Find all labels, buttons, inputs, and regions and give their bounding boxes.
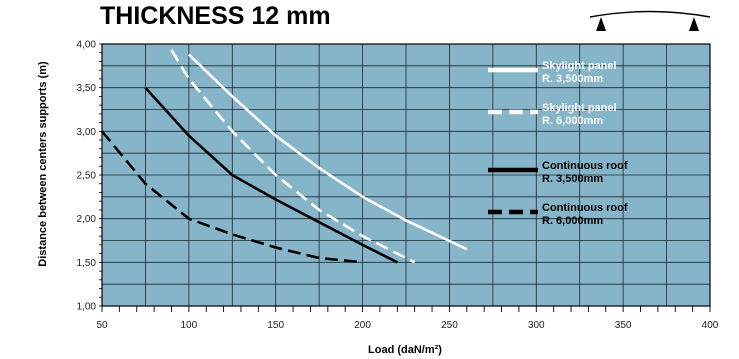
legend-label-3: Continuous roof: [542, 160, 628, 172]
series-line-2: [170, 49, 416, 264]
series-layer: [100, 49, 468, 264]
x-tick-label: 250: [441, 320, 458, 331]
y-tick-label: 3,50: [77, 83, 97, 94]
x-tick-label: 100: [181, 320, 198, 331]
x-tick-label: 150: [267, 320, 284, 331]
y-axis-label: Distance between centers supports (m): [37, 61, 49, 267]
legend-label-1: Skylight panel: [542, 60, 617, 72]
x-tick-label: 200: [354, 320, 371, 331]
series-line-3: [144, 86, 398, 264]
legend-label-4: Continuous roof: [542, 202, 628, 214]
legend-sublabel-1: R. 3,500mm: [542, 73, 603, 85]
x-tick-label: 300: [528, 320, 545, 331]
legend-label-2: Skylight panel: [542, 102, 617, 114]
y-tick-label: 1,50: [77, 258, 97, 269]
grid: [102, 44, 710, 306]
axes: 50 100 150 200 250 300 350 400 1,00 1,50 2,00 2,50 3…: [77, 40, 719, 332]
y-tick-label: 1,00: [77, 302, 97, 313]
y-tick-label: 2,50: [77, 171, 97, 182]
legend-sublabel-3: R. 3,500mm: [542, 173, 603, 185]
chart-title: THICKNESS 12 mm: [100, 2, 331, 30]
x-axis-label: Load (daN/m²): [368, 344, 442, 356]
x-tick-label: 50: [96, 320, 108, 331]
series-line-1: [187, 53, 468, 251]
support-diagram-icon: [589, 10, 711, 31]
x-tick-label: 400: [702, 320, 719, 331]
legend-sublabel-4: R. 6,000mm: [542, 215, 603, 227]
y-tick-label: 4,00: [77, 40, 97, 51]
series-line-4: [100, 130, 363, 264]
legend-sublabel-2: R. 6,000mm: [542, 115, 603, 127]
y-tick-label: 2,00: [77, 214, 97, 225]
x-tick-label: 350: [615, 320, 632, 331]
y-tick-label: 3,00: [77, 127, 97, 138]
